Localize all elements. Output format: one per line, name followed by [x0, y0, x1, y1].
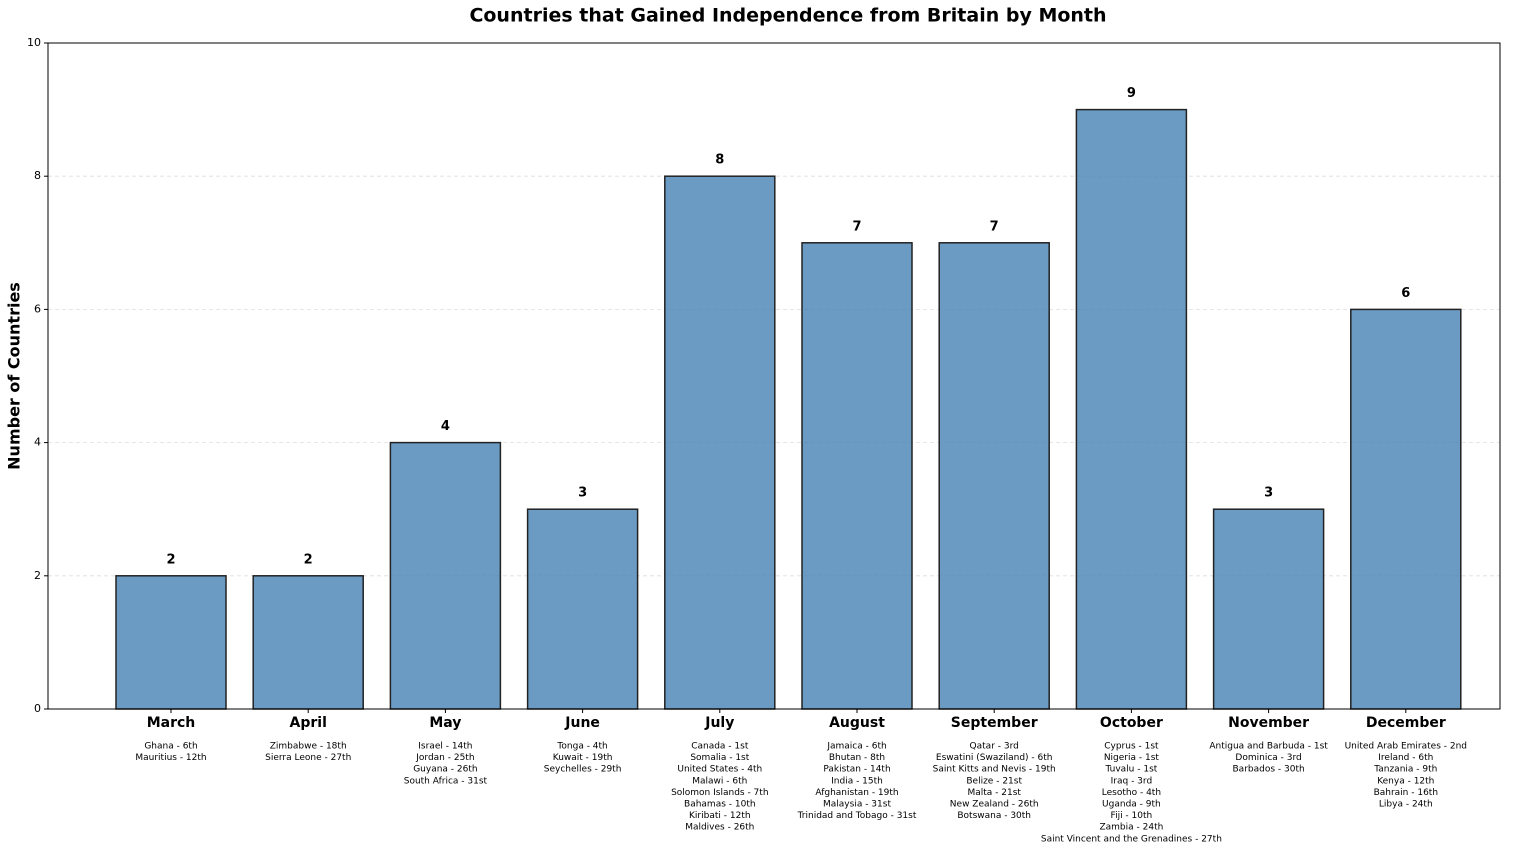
country-entry: Iraq - 3rd	[1111, 776, 1153, 786]
country-entry: Saint Vincent and the Grenadines - 27th	[1041, 834, 1222, 844]
country-entry: Jordan - 25th	[415, 753, 474, 763]
country-entry: United Arab Emirates - 2nd	[1345, 742, 1467, 752]
bar	[664, 175, 776, 710]
country-entry: Zambia - 24th	[1099, 823, 1163, 833]
country-entry: Kiribati - 12th	[689, 811, 751, 821]
value-label: 3	[578, 486, 587, 501]
x-tick-label: September	[951, 715, 1038, 731]
country-entry: Canada - 1st	[691, 742, 749, 752]
country-entry: Fiji - 10th	[1111, 811, 1153, 821]
country-entry: Barbados - 30th	[1233, 765, 1305, 775]
value-label: 7	[990, 219, 999, 234]
bar	[1212, 508, 1325, 710]
y-tick-label: 0	[34, 702, 41, 715]
x-tick-label: August	[829, 715, 885, 731]
country-entry: Eswatini (Swaziland) - 6th	[936, 753, 1053, 763]
country-entry: Malta - 21st	[967, 788, 1021, 798]
country-entry: Mauritius - 12th	[135, 753, 206, 763]
country-entry: Belize - 21st	[966, 776, 1022, 786]
value-label: 2	[304, 552, 313, 567]
y-tick-label: 4	[34, 436, 41, 449]
country-entry: Kenya - 12th	[1377, 776, 1434, 786]
country-entry: Lesotho - 4th	[1102, 788, 1161, 798]
x-tick-label: December	[1366, 715, 1446, 731]
country-entry: India - 15th	[831, 776, 883, 786]
bar	[252, 575, 364, 710]
value-label: 3	[1264, 486, 1273, 501]
y-axis-label: Number of Countries	[5, 282, 24, 470]
bar	[938, 242, 1050, 710]
x-tick-label: November	[1228, 715, 1309, 731]
country-entry: Antigua and Barbuda - 1st	[1209, 742, 1328, 752]
y-tick-label: 8	[34, 169, 41, 182]
country-entry: Bahrain - 16th	[1374, 788, 1438, 798]
x-tick-label: October	[1100, 715, 1163, 731]
country-entry: Zimbabwe - 18th	[270, 742, 347, 752]
country-entry: Nigeria - 1st	[1104, 753, 1160, 763]
country-entry: Malawi - 6th	[692, 776, 747, 786]
value-label: 4	[441, 419, 450, 434]
bar	[1075, 108, 1188, 710]
country-entry: Trinidad and Tobago - 31st	[797, 811, 917, 821]
country-entry: Malaysia - 31st	[823, 800, 891, 810]
country-entry: Libya - 24th	[1379, 800, 1433, 810]
bar	[115, 575, 227, 710]
country-entry: Ghana - 6th	[144, 742, 197, 752]
country-entry: Seychelles - 29th	[544, 765, 622, 775]
country-entry: Guyana - 26th	[413, 765, 477, 775]
country-entry: Kuwait - 19th	[553, 753, 613, 763]
country-entry: Sierra Leone - 27th	[265, 753, 351, 763]
country-entry: Solomon Islands - 7th	[671, 788, 768, 798]
x-tick-label: March	[147, 715, 196, 731]
country-entry: Qatar - 3rd	[970, 742, 1019, 752]
country-entry: Afghanistan - 19th	[815, 788, 898, 798]
bar	[801, 242, 913, 710]
country-entry: Somalia - 1st	[690, 753, 749, 763]
country-entry: Cyprus - 1st	[1104, 742, 1159, 752]
x-tick-label: April	[290, 715, 327, 731]
bar	[1350, 308, 1462, 710]
country-entry: Tonga - 4th	[556, 742, 607, 752]
bar	[389, 441, 502, 710]
chart-title: Countries that Gained Independence from …	[469, 5, 1106, 27]
country-entry: Israel - 14th	[418, 742, 472, 752]
country-entry: Tanzania - 9th	[1373, 765, 1437, 775]
value-label: 6	[1401, 286, 1410, 301]
country-entry: Maldives - 26th	[685, 823, 754, 833]
x-tick-label: June	[564, 715, 600, 731]
country-entry: Jamaica - 6th	[826, 742, 886, 752]
x-tick-label: May	[429, 715, 461, 731]
country-entry: United States - 4th	[677, 765, 762, 775]
country-entry: Bhutan - 8th	[829, 753, 885, 763]
country-entry: New Zealand - 26th	[950, 800, 1039, 810]
country-entry: Dominica - 3rd	[1235, 753, 1301, 763]
country-entry: Uganda - 9th	[1102, 800, 1161, 810]
plot-frame	[47, 42, 1501, 710]
country-entry: Ireland - 6th	[1378, 753, 1433, 763]
x-tick-label: July	[704, 715, 734, 731]
value-label: 8	[715, 153, 724, 168]
value-label: 2	[166, 552, 175, 567]
value-label: 7	[852, 219, 861, 234]
country-entry: Pakistan - 14th	[823, 765, 890, 775]
y-tick-label: 6	[34, 302, 41, 315]
bar	[526, 508, 639, 710]
value-label: 9	[1127, 86, 1136, 101]
country-entry: Tuvalu - 1st	[1105, 765, 1158, 775]
country-entry: Bahamas - 10th	[684, 800, 756, 810]
y-tick-label: 10	[27, 36, 41, 49]
y-tick-label: 2	[34, 569, 41, 582]
country-entry: Botswana - 30th	[957, 811, 1031, 821]
country-entry: Saint Kitts and Nevis - 19th	[933, 765, 1056, 775]
country-entry: South Africa - 31st	[404, 776, 488, 786]
